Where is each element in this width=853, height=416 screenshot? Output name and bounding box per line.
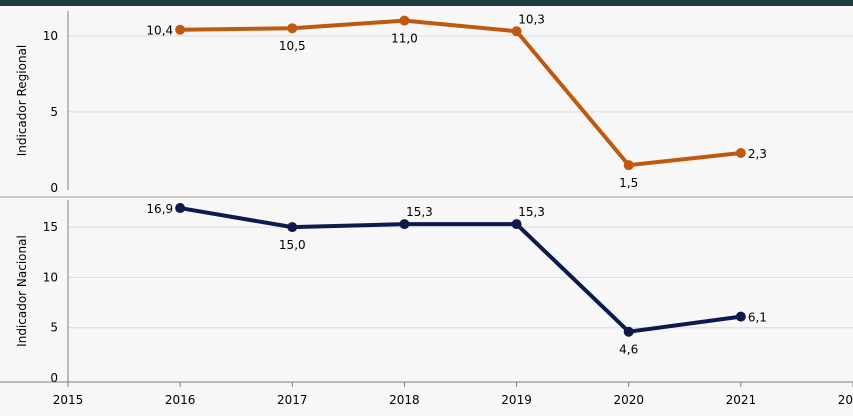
data-label: 16,9	[146, 202, 173, 216]
data-point	[623, 326, 634, 337]
y-tick-label: 5	[50, 321, 58, 335]
data-label: 6,1	[748, 311, 767, 325]
x-tick-label: 2019	[501, 393, 532, 407]
y-tick-label: 10	[43, 29, 58, 43]
data-label: 4,6	[619, 343, 638, 357]
data-point	[175, 24, 186, 35]
data-point	[399, 15, 410, 26]
y-tick-label: 10	[43, 270, 58, 284]
x-tick-label: 2016	[165, 393, 196, 407]
y-tick-label: 0	[50, 181, 58, 195]
y-axis-title: Indicador Regional	[15, 45, 29, 157]
data-label: 2,3	[748, 147, 767, 161]
data-label: 15,3	[406, 205, 433, 219]
y-axis-title: Indicador Nacional	[15, 235, 29, 347]
data-label: 10,5	[279, 39, 306, 53]
line-chart: 0 5 10 Indicador Regional 10,4 10,5 11,0 10,3 1,…	[0, 11, 853, 407]
series-line	[178, 206, 743, 334]
chart-container: 0 5 10 Indicador Regional 10,4 10,5 11,0 10,3 1,…	[0, 6, 853, 412]
data-point	[735, 311, 746, 322]
x-tick-label: 2018	[389, 393, 420, 407]
data-label: 15,3	[518, 205, 545, 219]
data-point	[287, 23, 298, 34]
data-label: 10,3	[518, 12, 545, 26]
data-point	[623, 160, 634, 171]
data-label: 15,0	[279, 238, 306, 252]
data-point	[287, 222, 298, 233]
data-point	[511, 26, 522, 37]
x-tick-label: 2017	[277, 393, 308, 407]
data-label: 10,4	[146, 24, 173, 38]
x-axis: 2015 2016 2017 2018 2019 2020 2021 2022	[0, 381, 853, 407]
x-tick-label: 2020	[613, 393, 644, 407]
panel-nacional: 0 5 10 15 Indicador Nacional 16,9 15,0 15,3 15,3…	[15, 200, 853, 385]
y-tick-label: 0	[50, 371, 58, 385]
data-point	[735, 148, 746, 158]
x-tick-label: 2021	[726, 393, 757, 407]
y-tick-label: 5	[50, 105, 58, 119]
x-tick-label: 2015	[53, 393, 84, 407]
data-label: 11,0	[391, 32, 418, 46]
y-tick-label: 15	[43, 220, 58, 234]
data-label: 1,5	[619, 176, 638, 190]
x-tick-label: 2022	[838, 393, 853, 407]
top-bar	[0, 0, 853, 6]
data-point	[399, 219, 410, 230]
series-line	[178, 18, 743, 168]
panel-regional: 0 5 10 Indicador Regional 10,4 10,5 11,0 10,3 1,…	[15, 11, 853, 195]
data-point	[175, 203, 186, 214]
data-point	[511, 219, 522, 230]
